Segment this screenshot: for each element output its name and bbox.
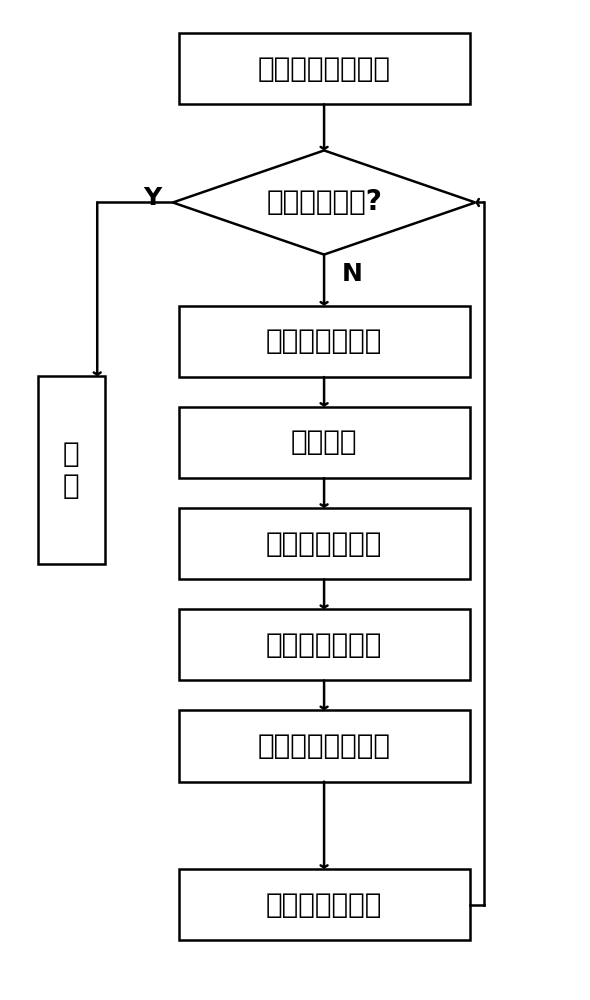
Text: 选择操作: 选择操作 [291,428,358,456]
Bar [38,376,104,564]
Polygon shape [173,150,476,255]
Text: 混沌插入算子更新: 混沌插入算子更新 [258,732,391,760]
Bar [179,508,470,579]
Bar [179,869,470,940]
Bar [179,33,470,104]
Bar [179,710,470,782]
Bar [179,609,470,680]
Text: 自适应变异操作: 自适应变异操作 [266,631,382,659]
Text: 满足停止准则?: 满足停止准则? [266,188,382,216]
Text: 自适应交叉操作: 自适应交叉操作 [266,530,382,558]
Text: 新一代种群产生: 新一代种群产生 [266,891,382,919]
Text: 个体适应度计算: 个体适应度计算 [266,327,382,355]
Bar [179,407,470,478]
Text: 停
止: 停 止 [63,440,80,500]
Text: 随机产生初始种群: 随机产生初始种群 [258,55,391,83]
Text: Y: Y [143,186,161,210]
Bar [179,306,470,377]
Text: N: N [342,262,362,286]
